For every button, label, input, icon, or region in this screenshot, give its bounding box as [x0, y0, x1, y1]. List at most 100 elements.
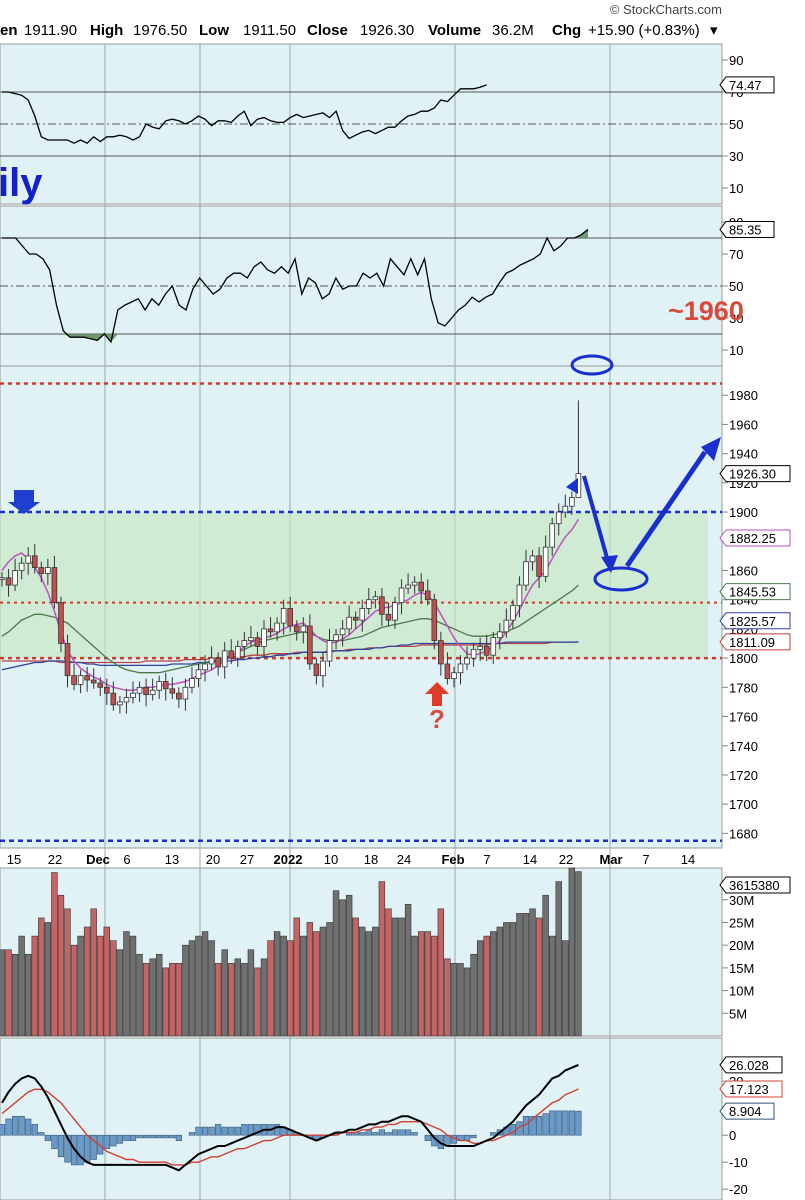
- volume-bar: [300, 935, 307, 1037]
- tick-label: 1940: [729, 447, 758, 462]
- volume-bar: [11, 953, 19, 1037]
- macd-histogram-bar: [110, 1134, 117, 1147]
- x-tick-label: 2022: [274, 852, 303, 867]
- volume-bar: [44, 922, 52, 1037]
- credit: © StockCharts.com: [610, 2, 722, 17]
- volume-bar: [470, 953, 477, 1037]
- x-tick-label: 18: [364, 852, 378, 867]
- macd-histogram-bar: [188, 1132, 196, 1136]
- volume-bar: [208, 940, 215, 1037]
- tick-label: 1700: [729, 797, 758, 812]
- volume-bar: [391, 917, 399, 1037]
- candle: [215, 657, 221, 668]
- candle: [411, 581, 418, 586]
- macd-histogram-bar: [555, 1110, 562, 1136]
- macd-histogram-bar: [116, 1134, 123, 1144]
- volume-bar: [542, 894, 549, 1037]
- candle: [228, 650, 235, 659]
- candle: [431, 599, 438, 641]
- candle: [516, 584, 523, 606]
- up-projection-arrowhead-icon: [701, 437, 721, 461]
- macd-histogram-bar: [463, 1134, 471, 1141]
- volume-bar: [18, 935, 25, 1037]
- candle: [365, 599, 372, 609]
- candle: [221, 650, 228, 668]
- candle: [84, 675, 90, 681]
- tick-label: 30M: [729, 893, 754, 908]
- macd-histogram-bar: [549, 1110, 556, 1136]
- tick-label: 1960: [729, 417, 758, 432]
- volume-bar: [110, 940, 117, 1037]
- volume-bar: [575, 871, 582, 1037]
- macd-histogram-bar: [411, 1132, 418, 1136]
- volume-bar: [411, 935, 418, 1037]
- tick-label: 1760: [729, 710, 758, 725]
- volume-bar: [548, 935, 556, 1037]
- x-tick-label: 6: [123, 852, 130, 867]
- macd-histogram-bar: [273, 1124, 281, 1136]
- price-overlay-tag: 1926.30: [729, 467, 776, 482]
- volume-bar: [457, 963, 464, 1037]
- candle: [333, 634, 339, 641]
- x-tick-label: 14: [523, 852, 537, 867]
- open-label: en: [0, 22, 18, 39]
- candle: [0, 577, 5, 580]
- macd-histogram-bar: [201, 1126, 209, 1136]
- volume-bar: [319, 926, 327, 1037]
- volume-bar: [188, 940, 196, 1037]
- volume-bar: [326, 922, 333, 1037]
- rsi-value-tag: 74.47: [729, 78, 762, 93]
- volume-bar: [339, 899, 346, 1037]
- volume-bar: [0, 949, 6, 1037]
- candle: [372, 596, 379, 601]
- macd-histogram-bar: [0, 1124, 6, 1136]
- candle: [274, 622, 280, 633]
- down-projection-line: [582, 475, 611, 566]
- macd-histogram-bar: [123, 1134, 130, 1141]
- volume-label: Volume: [428, 22, 481, 39]
- question-annotation: ?: [429, 704, 445, 734]
- tick-label: 1980: [729, 388, 758, 403]
- volume-bar: [332, 890, 340, 1037]
- volume-bar: [385, 908, 392, 1037]
- volume-bar: [83, 926, 91, 1037]
- candle: [143, 686, 149, 696]
- chg-value: +15.90 (+0.83%): [588, 22, 700, 39]
- close-value: 1926.30: [360, 22, 414, 39]
- macd-histogram-bar: [31, 1124, 38, 1136]
- candle: [503, 619, 510, 633]
- candle: [320, 660, 326, 677]
- tick-label: 10: [729, 343, 743, 358]
- price-overlay-tag-box: [719, 612, 791, 630]
- price-overlay-tag: 1825.57: [729, 614, 776, 629]
- candle: [280, 608, 287, 624]
- candle: [45, 567, 51, 574]
- macd-value-tag: 17.123: [729, 1082, 769, 1097]
- macd-histogram-bar: [51, 1134, 58, 1149]
- candle: [542, 546, 549, 577]
- volume-bar: [378, 881, 386, 1037]
- macd-histogram-bar: [129, 1134, 137, 1141]
- daily-annotation: ily: [0, 161, 43, 205]
- volume-bar: [38, 917, 45, 1037]
- candle: [529, 555, 536, 563]
- tick-label: 1780: [729, 680, 758, 695]
- volume-bar: [162, 967, 169, 1037]
- candle: [5, 577, 12, 586]
- macd-histogram-bar: [195, 1126, 202, 1136]
- volume-bar: [431, 935, 438, 1037]
- candle: [379, 596, 385, 615]
- candle: [90, 679, 97, 684]
- macd-histogram-bar: [103, 1134, 110, 1149]
- ma-mid-line: [1, 584, 579, 674]
- volume-bar: [129, 935, 137, 1037]
- x-tick-label: 22: [48, 852, 62, 867]
- candle: [254, 637, 261, 647]
- volume-bar: [568, 867, 576, 1037]
- tick-label: 1800: [729, 651, 758, 666]
- macd-histogram-bar: [169, 1134, 176, 1139]
- candle: [470, 648, 477, 659]
- dropdown-arrow-icon[interactable]: ▾: [710, 22, 718, 39]
- stochastic-panel: [0, 205, 723, 367]
